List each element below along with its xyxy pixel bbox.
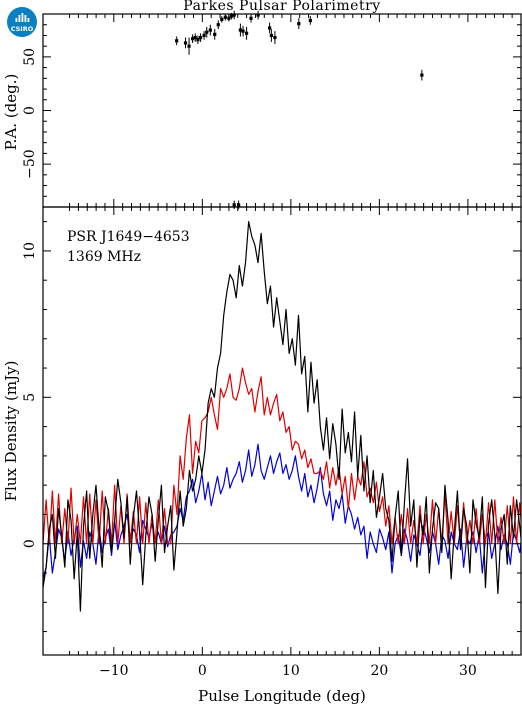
pa-point bbox=[196, 38, 200, 42]
y-tick-label: 5 bbox=[22, 393, 38, 402]
pa-point bbox=[420, 73, 424, 77]
flux-frame bbox=[42, 206, 522, 656]
pa-point bbox=[229, 14, 234, 18]
pa-point bbox=[297, 22, 301, 26]
pa-point bbox=[205, 30, 209, 34]
pa-point bbox=[273, 35, 277, 40]
x-tick-label: 30 bbox=[459, 663, 477, 679]
logo-bar bbox=[15, 18, 18, 22]
chart-title: Parkes Pulsar Polarimetry bbox=[183, 0, 380, 14]
logo-text: CSIRO bbox=[11, 25, 34, 33]
flux-panel: −10 0 10 20 30 0 5 10 PSR J1649−4653 1369 MHz F… bbox=[2, 206, 522, 705]
logo-bar bbox=[27, 18, 30, 22]
pa-point bbox=[227, 16, 231, 20]
pa-point bbox=[190, 37, 195, 41]
pa-point bbox=[244, 31, 249, 35]
pa-point bbox=[198, 35, 203, 40]
csiro-logo: CSIRO bbox=[7, 7, 37, 37]
x-axis-label: Pulse Longitude (deg) bbox=[198, 687, 366, 705]
pa-point bbox=[232, 13, 236, 17]
y-tick-label: −50 bbox=[22, 149, 38, 179]
pa-point bbox=[213, 32, 217, 36]
y-tick-label: 10 bbox=[22, 242, 38, 260]
pa-point bbox=[249, 16, 253, 20]
y-tick-label: 0 bbox=[22, 106, 38, 115]
pa-point bbox=[175, 39, 179, 43]
pa-point bbox=[187, 44, 191, 48]
logo-bar bbox=[24, 15, 27, 22]
flux-y-axis-label: Flux Density (mJy) bbox=[2, 361, 20, 502]
pa-point bbox=[308, 18, 312, 23]
pa-point bbox=[269, 33, 273, 38]
pa-y-axis-label: P.A. (deg.) bbox=[2, 74, 20, 151]
pa-point bbox=[238, 28, 242, 32]
pa-point bbox=[202, 33, 206, 38]
pa-point bbox=[183, 41, 188, 45]
x-tick-label: −10 bbox=[99, 663, 129, 679]
total-intensity-line bbox=[43, 221, 521, 612]
pa-point bbox=[208, 28, 212, 32]
x-tick-label: 0 bbox=[198, 663, 207, 679]
x-tick-label: 20 bbox=[370, 663, 388, 679]
pa-point bbox=[237, 203, 241, 207]
x-tick-label: 10 bbox=[282, 663, 300, 679]
pa-point bbox=[256, 13, 260, 17]
pa-point bbox=[220, 17, 224, 21]
logo-bar bbox=[21, 13, 24, 22]
y-tick-label: 0 bbox=[22, 539, 38, 548]
logo-bar bbox=[18, 15, 21, 22]
pa-frame bbox=[42, 13, 522, 208]
pa-point bbox=[241, 29, 245, 33]
pa-point bbox=[223, 15, 227, 19]
pa-point bbox=[232, 203, 236, 207]
frequency-label: 1369 MHz bbox=[67, 249, 141, 265]
pa-point bbox=[193, 35, 197, 40]
pa-panel: −50 0 50 P.A. (deg.) bbox=[2, 10, 522, 210]
pa-point bbox=[216, 23, 220, 27]
pa-point bbox=[268, 26, 272, 30]
y-tick-label: 50 bbox=[22, 48, 38, 66]
psr-name-label: PSR J1649−4653 bbox=[67, 229, 190, 245]
